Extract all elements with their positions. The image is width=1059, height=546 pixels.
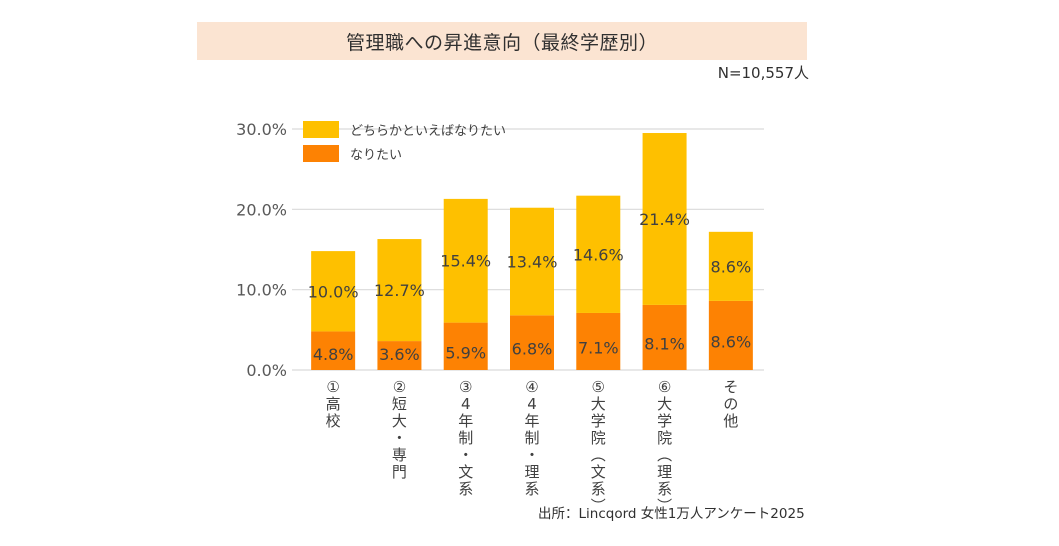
- x-category-char: 理: [657, 463, 672, 481]
- x-category-char: 系: [458, 480, 473, 498]
- x-category-char: 大: [392, 412, 407, 430]
- x-category-char: 校: [326, 412, 341, 430]
- data-label-somewhat-want: 21.4%: [639, 210, 690, 229]
- x-category-char: 他: [723, 412, 738, 430]
- x-category-char: 院: [657, 429, 672, 447]
- x-category-char: ⑤: [592, 378, 605, 396]
- x-category-char: 大: [657, 395, 672, 413]
- bar-segment-want: [377, 341, 422, 370]
- data-label-want: 8.1%: [644, 334, 685, 353]
- bar-segment-somewhat-want: [443, 198, 488, 323]
- bar-segment-want: [311, 331, 356, 370]
- bar-segment-somewhat-want: [576, 195, 621, 313]
- x-category-char: 年: [458, 412, 473, 430]
- y-tick-label: 10.0%: [236, 281, 287, 300]
- data-label-want: 3.6%: [379, 345, 420, 364]
- x-category-label: その他: [723, 378, 738, 430]
- legend-label: なりたい: [350, 148, 402, 163]
- x-category-char: 文: [458, 463, 473, 481]
- x-category-char: ・: [392, 429, 407, 447]
- data-label-want: 6.8%: [512, 340, 553, 359]
- x-category-char: 専: [392, 446, 407, 464]
- bar-segment-want: [510, 315, 554, 370]
- sample-size-label: N=10,557人: [717, 64, 809, 82]
- x-category-char: 大: [591, 395, 606, 413]
- y-tick-label: 20.0%: [236, 200, 287, 219]
- x-category-char: 院: [591, 429, 606, 447]
- x-category-char: ④: [525, 378, 538, 396]
- x-category-label: ④ 4 年制・理系: [524, 378, 539, 498]
- x-category-char: ①: [326, 378, 339, 396]
- x-category-char: そ: [723, 378, 738, 396]
- x-category-char: ・: [524, 446, 539, 464]
- x-category-char: ︵: [657, 446, 672, 464]
- x-category-char: 門: [392, 463, 407, 481]
- x-category-char: 系: [657, 480, 672, 498]
- x-category-char: の: [723, 395, 738, 413]
- legend-swatch: [303, 121, 339, 138]
- x-category-char: 4: [461, 395, 471, 413]
- x-category-label: ① 高校: [326, 378, 341, 430]
- data-label-somewhat-want: 15.4%: [440, 252, 491, 271]
- x-category-label: ③ 4 年制・文系: [458, 378, 473, 498]
- bar-segment-somewhat-want: [708, 231, 753, 301]
- data-label-want: 4.8%: [313, 345, 354, 364]
- y-tick-label: 0.0%: [246, 361, 287, 380]
- x-category-char: ②: [393, 378, 406, 396]
- x-category-char: ︶: [591, 497, 606, 515]
- y-tick-label: 30.0%: [236, 120, 287, 139]
- x-category-char: 制: [524, 429, 539, 447]
- x-category-char: 4: [527, 395, 537, 413]
- bar-segment-somewhat-want: [510, 207, 554, 316]
- x-category-char: 理: [524, 463, 539, 481]
- bar-segment-want: [642, 304, 687, 370]
- data-label-somewhat-want: 8.6%: [711, 257, 752, 276]
- bar-segment-want: [576, 312, 621, 370]
- data-label-want: 5.9%: [445, 343, 486, 362]
- x-category-char: 短: [392, 395, 407, 413]
- x-category-char: 学: [591, 412, 606, 430]
- x-category-label: ⑥ 大学院︵理系︶: [657, 378, 672, 515]
- bar-segment-somewhat-want: [642, 133, 687, 305]
- x-category-char: 系: [524, 480, 539, 498]
- chart-title: 管理職への昇進意向（最終学歴別）: [345, 31, 658, 54]
- legend-swatch: [303, 145, 339, 162]
- bar-segment-somewhat-want: [377, 239, 422, 342]
- x-category-char: 学: [657, 412, 672, 430]
- data-label-somewhat-want: 14.6%: [573, 245, 624, 264]
- data-label-somewhat-want: 13.4%: [507, 253, 558, 272]
- x-category-char: ・: [458, 446, 473, 464]
- chart-title-band: 管理職への昇進意向（最終学歴別）: [197, 22, 807, 60]
- bar-segment-want: [708, 300, 753, 370]
- legend-label: どちらかといえばなりたい: [350, 124, 506, 139]
- data-label-somewhat-want: 12.7%: [374, 281, 425, 300]
- data-label-want: 8.6%: [711, 332, 752, 351]
- x-category-char: 文: [591, 463, 606, 481]
- x-category-label: ⑤ 大学院︵文系︶: [591, 378, 606, 515]
- x-category-char: ︶: [657, 497, 672, 515]
- x-category-char: ︵: [591, 446, 606, 464]
- data-label-somewhat-want: 10.0%: [308, 282, 359, 301]
- data-label-want: 7.1%: [578, 338, 619, 357]
- x-category-char: 高: [326, 395, 341, 413]
- x-category-char: ③: [459, 378, 472, 396]
- bar-segment-somewhat-want: [311, 251, 356, 332]
- x-category-char: 制: [458, 429, 473, 447]
- x-category-char: 年: [524, 412, 539, 430]
- source-note: 出所：Lincqord 女性1万人アンケート2025: [538, 506, 805, 522]
- x-category-char: ⑥: [658, 378, 671, 396]
- bar-segment-want: [443, 322, 488, 370]
- x-category-char: 系: [591, 480, 606, 498]
- x-category-label: ② 短大・専門: [392, 378, 407, 481]
